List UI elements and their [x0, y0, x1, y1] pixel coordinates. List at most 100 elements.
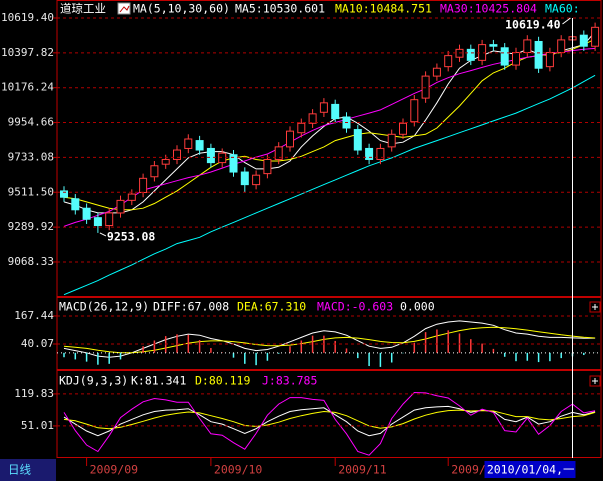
kdj-panel-border	[56, 370, 602, 458]
candle-body	[127, 193, 136, 201]
legend-entry: DIFF:67.008	[153, 300, 229, 314]
legend-entry: K:81.341	[131, 374, 186, 388]
candle-body	[150, 165, 159, 178]
candle-body	[523, 39, 532, 53]
legend-entry: MA10:10484.751	[335, 2, 432, 16]
line-series	[63, 409, 596, 430]
candle-body	[252, 174, 261, 186]
indicator-icon-glyph	[119, 5, 130, 13]
candle-body	[466, 48, 475, 61]
cursor-date: 2010/01/04,一	[487, 463, 575, 477]
candle-body	[376, 147, 385, 160]
candle-body	[274, 146, 283, 160]
candle-body	[365, 147, 374, 160]
cursor-date-bg	[484, 461, 576, 478]
candle-body	[591, 26, 600, 47]
x-tick-label: 2009/09	[90, 463, 139, 477]
legend-entry: MA5:10530.601	[235, 2, 325, 16]
candle-body	[489, 44, 498, 47]
y-tick-label: 9733.08	[8, 150, 54, 163]
main-panel-border	[56, 0, 602, 297]
candle-body	[534, 40, 543, 69]
line-series	[63, 391, 596, 456]
x-tick-label: 2009/1	[451, 463, 493, 477]
line-series	[63, 74, 596, 296]
candle-body	[139, 177, 148, 193]
candle-body	[444, 55, 453, 68]
candle-body	[399, 122, 407, 135]
legend-entry: J:83.785	[262, 374, 317, 388]
candle-body	[206, 147, 215, 164]
legend-entry: MA60:	[545, 2, 580, 16]
candle-body	[263, 158, 272, 175]
plot-area	[63, 391, 596, 456]
candle-body	[353, 129, 362, 151]
macd-expand-button[interactable]	[589, 301, 601, 313]
kdj-title: KDJ(9,3,3)	[59, 374, 128, 388]
line-series	[63, 405, 596, 437]
candle-body	[557, 39, 566, 53]
candle-body	[116, 199, 125, 214]
candle-body	[60, 190, 68, 198]
legend-entry: MA30:10425.804	[440, 2, 537, 16]
candle-body	[286, 130, 294, 148]
macd-panel-border	[56, 297, 602, 370]
kdj-expand-button[interactable]	[589, 375, 601, 387]
line-series	[63, 320, 596, 358]
candle-body	[545, 51, 554, 68]
y-tick-label: 9511.50	[8, 185, 54, 198]
candle-body	[432, 67, 441, 77]
candle-body	[421, 75, 430, 99]
candle-body	[308, 113, 317, 124]
y-tick-label: 40.07	[21, 337, 54, 350]
candle-body	[71, 198, 80, 211]
indicator-label: MA(5,10,30,60)	[133, 2, 230, 16]
candle-body	[410, 99, 419, 123]
y-tick-label: 9954.66	[8, 116, 54, 129]
candle-body	[240, 171, 249, 186]
candle-body	[82, 207, 91, 220]
y-tick-label: 10397.82	[1, 46, 54, 59]
line-series	[63, 38, 596, 211]
y-tick-label: 51.01	[21, 419, 54, 432]
candle-body	[229, 154, 238, 173]
candle-body	[500, 47, 509, 66]
candle-body	[387, 133, 396, 148]
candle-body	[105, 212, 114, 227]
candle-body	[297, 122, 306, 134]
chart-title: 道琼工业	[60, 2, 106, 16]
macd-zero-label: 0.000	[400, 300, 435, 314]
plot-area	[63, 320, 596, 367]
legend-entry: DEA:67.310	[237, 300, 306, 314]
y-tick-label: 9289.92	[8, 220, 54, 233]
y-tick-label: 10619.40	[1, 11, 54, 24]
candle-body	[331, 103, 340, 120]
candle-body	[195, 140, 204, 151]
period-button[interactable]: 日线	[8, 463, 31, 477]
y-tick-label: 119.83	[14, 387, 54, 400]
y-tick-label: 167.44	[14, 309, 54, 322]
line-series	[63, 326, 596, 354]
legend-entry: MACD:-0.603	[317, 300, 393, 314]
candle-body	[184, 138, 193, 149]
annotation: 9253.08	[107, 229, 156, 243]
candle-body	[173, 149, 181, 160]
x-tick-label: 2009/10	[214, 463, 263, 477]
legend-entry: D:80.119	[195, 374, 250, 388]
indicator-icon	[117, 2, 131, 15]
annotation: 10619.40	[505, 17, 560, 31]
macd-title: MACD(26,12,9)	[59, 300, 149, 314]
y-tick-label: 9068.33	[8, 255, 54, 268]
period-button-bg[interactable]	[0, 459, 56, 481]
candle-body	[512, 51, 520, 66]
candle-body	[319, 102, 328, 113]
candle-body	[93, 217, 102, 227]
x-tick-label: 2009/11	[338, 463, 387, 477]
y-tick-label: 10176.24	[1, 81, 54, 94]
annotation-line	[99, 232, 107, 237]
candle-body	[579, 34, 588, 47]
candle-body	[161, 158, 170, 165]
